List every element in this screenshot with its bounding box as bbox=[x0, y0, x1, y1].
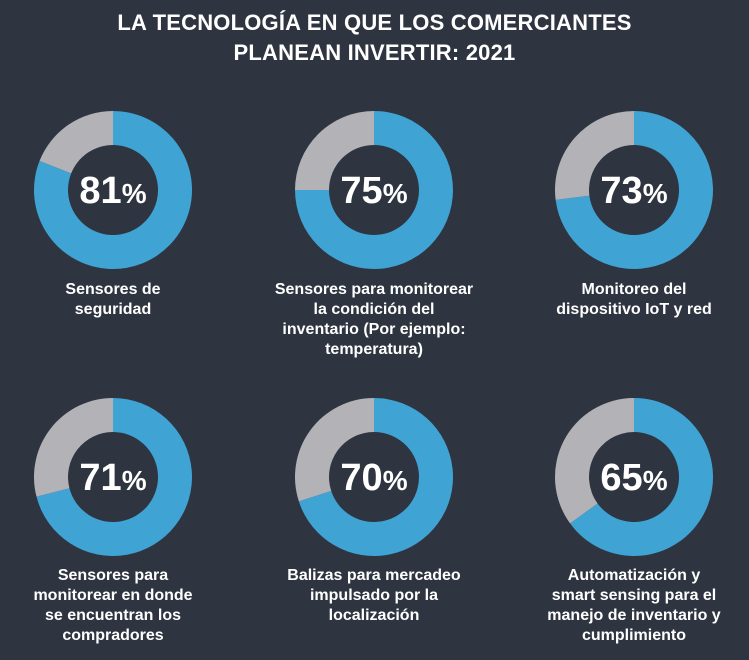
label-line: smart sensing para el bbox=[551, 587, 717, 604]
label-line: manejo de inventario y bbox=[547, 607, 721, 624]
label-line: dispositivo IoT y red bbox=[556, 301, 712, 318]
percent-value-label: 70% bbox=[340, 457, 407, 499]
donut-remainder-slice bbox=[555, 111, 634, 200]
donut-value-slice bbox=[570, 398, 713, 556]
donut-category-label: Automatización y smart sensing para el man… bbox=[514, 566, 749, 646]
label-line: impulsado por la bbox=[309, 587, 438, 604]
donut-value-slice bbox=[36, 398, 192, 556]
donut-remainder-slice bbox=[555, 398, 634, 524]
label-line: la condición del bbox=[313, 301, 435, 318]
label-line: Sensores para monitorear bbox=[274, 281, 474, 298]
donut-remainder-slice bbox=[295, 398, 374, 502]
label-line: compradores bbox=[62, 627, 164, 644]
donut-remainder-slice bbox=[39, 111, 113, 174]
title-line-2: PLANEAN INVERTIR: 2021 bbox=[233, 40, 516, 65]
donut-chart-6: 65% bbox=[555, 398, 713, 556]
percent-value-label: 81% bbox=[79, 170, 146, 212]
label-line: Monitoreo del bbox=[581, 281, 687, 298]
percent-value-label: 75% bbox=[340, 170, 407, 212]
label-line: inventario (Por ejemplo: bbox=[282, 321, 466, 338]
title-line-1: LA TECNOLOGÍA EN QUE LOS COMERCIANTES bbox=[117, 10, 632, 35]
donut-chart-3: 73% bbox=[555, 111, 713, 269]
percent-value-label: 71% bbox=[79, 457, 146, 499]
donut-value-slice bbox=[295, 111, 453, 269]
donut-chart-5: 70% bbox=[295, 398, 453, 556]
label-line: Sensores para bbox=[57, 567, 169, 584]
label-line: Sensores de bbox=[65, 281, 161, 298]
donut-category-label: Monitoreo del dispositivo IoT y red bbox=[514, 280, 749, 320]
donut-remainder-slice bbox=[295, 111, 374, 190]
donut-category-label: Sensores para monitorear en donde se encue… bbox=[0, 566, 233, 646]
donut-category-label: Balizas para mercadeo impulsado por la loc… bbox=[254, 566, 494, 626]
percent-value-label: 73% bbox=[600, 170, 667, 212]
label-line: se encuentran los bbox=[44, 607, 182, 624]
donut-chart-4: 71% bbox=[33, 398, 192, 556]
label-line: cumplimiento bbox=[581, 627, 686, 644]
label-line: monitorear en donde bbox=[33, 587, 193, 604]
label-line: Balizas para mercadeo bbox=[287, 567, 461, 584]
donut-value-slice bbox=[555, 111, 713, 269]
donut-chart-1: 81% bbox=[33, 111, 193, 269]
donut-value-slice bbox=[33, 111, 193, 269]
donut-category-label: Sensores para monitorear la condición del… bbox=[254, 280, 494, 360]
label-line: seguridad bbox=[74, 301, 152, 318]
chart-title: LA TECNOLOGÍA EN QUE LOS COMERCIANTES PL… bbox=[0, 8, 749, 68]
label-line: localización bbox=[328, 607, 420, 624]
donut-chart-2: 75% bbox=[295, 111, 453, 269]
donut-category-label: Sensores de seguridad bbox=[0, 280, 233, 320]
label-line: temperatura) bbox=[325, 341, 423, 358]
label-line: Automatización y bbox=[567, 567, 701, 584]
donut-value-slice bbox=[298, 398, 453, 556]
donut-remainder-slice bbox=[33, 398, 113, 497]
percent-value-label: 65% bbox=[600, 457, 667, 499]
